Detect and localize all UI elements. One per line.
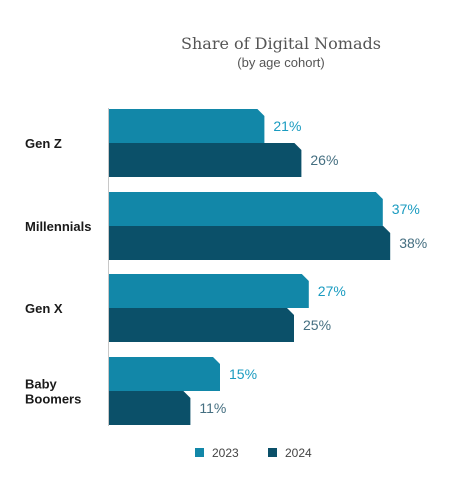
category-label: Gen Z xyxy=(25,136,62,151)
bar-2023-1 xyxy=(109,192,383,226)
category-label: Baby Boomers xyxy=(25,377,81,407)
legend-label: 2024 xyxy=(285,446,312,460)
chart-subtitle: (by age cohort) xyxy=(237,55,324,70)
category-label-line: Baby xyxy=(25,377,58,392)
data-label: 27% xyxy=(318,283,346,299)
bar-2024-3 xyxy=(109,391,191,425)
legend-swatch-2023 xyxy=(195,448,204,457)
data-label: 37% xyxy=(392,201,420,217)
legend-label: 2023 xyxy=(212,446,239,460)
category-label-line: Gen Z xyxy=(25,136,62,151)
bar-2023-2 xyxy=(109,274,309,308)
data-label: 21% xyxy=(273,118,301,134)
category-label-line: Gen X xyxy=(25,301,63,316)
category-label-line: Boomers xyxy=(25,392,81,407)
data-label: 38% xyxy=(399,235,427,251)
bars-group: Gen Z 21% 26% Millennials 37% 38% Gen X 27% 25% B… xyxy=(25,109,427,425)
category-label-line: Millennials xyxy=(25,219,91,234)
chart-title: Share of Digital Nomads xyxy=(181,34,381,53)
bar-2024-0 xyxy=(109,143,302,177)
data-label: 15% xyxy=(229,366,257,382)
legend-swatch-2024 xyxy=(268,448,277,457)
category-label: Gen X xyxy=(25,301,63,316)
data-label: 26% xyxy=(310,152,338,168)
bar-2024-2 xyxy=(109,308,294,342)
data-label: 25% xyxy=(303,317,331,333)
legend: 2023 2024 xyxy=(195,446,312,460)
data-label: 11% xyxy=(199,400,226,416)
category-label: Millennials xyxy=(25,219,91,234)
bar-2024-1 xyxy=(109,226,391,260)
bar-2023-0 xyxy=(109,109,265,143)
bar-2023-3 xyxy=(109,357,220,391)
